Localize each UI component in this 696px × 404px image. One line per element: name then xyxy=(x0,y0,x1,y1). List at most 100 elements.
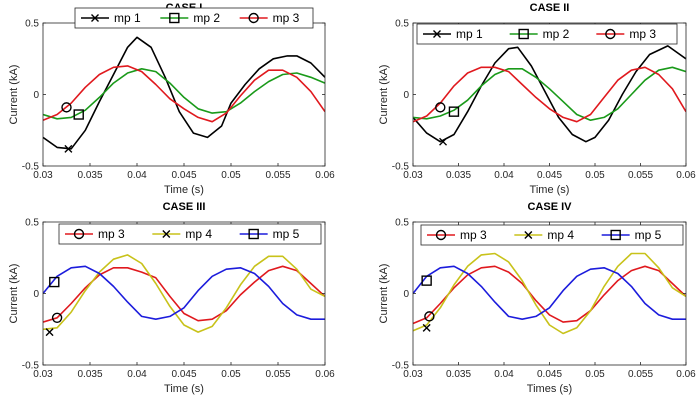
data-marker-mp-2 xyxy=(73,109,84,120)
series-line-mp-1 xyxy=(43,36,325,150)
x-tick-label: 0.05 xyxy=(221,369,241,380)
legend-marker xyxy=(248,12,259,24)
x-axis-label: Times (s) xyxy=(527,383,572,395)
series-line-mp-2 xyxy=(43,68,325,120)
data-marker-mp-3 xyxy=(51,312,63,324)
x-tick-label: 0.06 xyxy=(315,369,335,380)
data-marker-mp-2 xyxy=(448,106,460,117)
plot-area xyxy=(413,222,686,365)
y-axis-label: Current (kA) xyxy=(8,65,20,125)
x-axis-label: Time (s) xyxy=(164,383,204,395)
x-tick-label: 0.035 xyxy=(77,170,102,181)
data-marker-mp-1 xyxy=(439,137,448,146)
legend-marker xyxy=(248,228,259,240)
legend-marker xyxy=(162,230,171,238)
series-line-mp-5 xyxy=(43,265,325,320)
series-line-mp-3 xyxy=(43,65,325,123)
plot-area xyxy=(413,23,686,166)
x-tick-label: 0.06 xyxy=(676,369,696,380)
legend-label: mp 5 xyxy=(635,228,662,242)
x-axis-label: Time (s) xyxy=(164,184,204,196)
legend-marker xyxy=(91,14,99,22)
data-marker-mp-5 xyxy=(421,275,432,286)
chart-title: CASE II xyxy=(530,2,570,14)
data-marker-mp-3 xyxy=(424,311,435,322)
x-tick-label: 0.045 xyxy=(537,170,562,181)
x-tick-label: 0.04 xyxy=(494,369,514,380)
x-tick-label: 0.03 xyxy=(33,170,53,181)
x-tick-label: 0.055 xyxy=(628,369,653,380)
legend-marker xyxy=(610,229,621,241)
data-marker-mp-4 xyxy=(422,323,431,332)
x-tick-label: 0.04 xyxy=(494,170,514,181)
x-axis-label: Time (s) xyxy=(530,184,570,196)
y-tick-label: 0.5 xyxy=(25,218,39,229)
x-tick-label: 0.055 xyxy=(265,369,290,380)
x-tick-label: 0.03 xyxy=(403,369,423,380)
data-marker-mp-3 xyxy=(435,102,446,113)
y-axis-label: Current (kA) xyxy=(378,264,390,324)
legend-marker xyxy=(73,228,85,240)
legend: mp 3 mp 4 mp 5 xyxy=(58,223,322,245)
chart-title: CASE IV xyxy=(527,201,572,213)
series-line-mp-1 xyxy=(413,45,686,143)
y-tick-label: 0 xyxy=(403,289,409,300)
legend-label: mp 4 xyxy=(547,228,574,242)
y-tick-label: 0 xyxy=(33,90,39,101)
y-tick-label: -0.5 xyxy=(392,162,410,173)
plot-area xyxy=(43,23,325,166)
series-line-mp-3 xyxy=(413,66,686,123)
x-tick-label: 0.045 xyxy=(171,170,196,181)
x-tick-label: 0.055 xyxy=(265,170,290,181)
data-marker-mp-3 xyxy=(61,102,72,113)
y-tick-label: 0.5 xyxy=(25,19,39,30)
x-tick-label: 0.035 xyxy=(446,369,471,380)
y-tick-label: 0.5 xyxy=(395,19,409,30)
y-tick-label: 0 xyxy=(403,90,409,101)
legend-label: mp 3 xyxy=(273,11,300,25)
chart-panel-2: 0.03 0.035 0.04 0.045 0.05 0.055 0.06 -0.5 0 0.5 C… xyxy=(378,2,696,196)
legend-marker xyxy=(433,30,441,38)
legend-marker xyxy=(435,229,447,241)
x-tick-label: 0.035 xyxy=(446,170,471,181)
data-marker-mp-1 xyxy=(64,144,73,153)
y-axis-label: Current (kA) xyxy=(8,264,20,324)
legend: mp 1 mp 2 mp 3 xyxy=(74,7,314,29)
series-line-mp-4 xyxy=(43,254,325,333)
y-tick-label: 0.5 xyxy=(395,218,409,229)
y-tick-label: 0 xyxy=(33,289,39,300)
legend-marker xyxy=(169,12,180,24)
legend-label: mp 5 xyxy=(273,227,300,241)
x-tick-label: 0.06 xyxy=(315,170,335,181)
x-tick-label: 0.055 xyxy=(628,170,653,181)
chart-title: CASE III xyxy=(163,201,206,213)
x-tick-label: 0.03 xyxy=(403,170,423,181)
x-tick-label: 0.06 xyxy=(676,170,696,181)
chart-panel-4: 0.03 0.035 0.04 0.045 0.05 0.055 0.06 -0.5 0 0.5 C… xyxy=(378,201,696,395)
legend-marker xyxy=(605,28,616,40)
series-line-mp-3 xyxy=(413,265,686,325)
series-line-mp-4 xyxy=(413,252,686,335)
x-tick-label: 0.03 xyxy=(33,369,53,380)
legend-label: mp 3 xyxy=(460,228,487,242)
x-tick-label: 0.05 xyxy=(221,170,241,181)
data-marker-mp-5 xyxy=(49,276,60,288)
x-tick-label: 0.04 xyxy=(127,369,147,380)
legend-label: mp 1 xyxy=(456,27,483,41)
legend-label: mp 3 xyxy=(629,27,656,41)
legend-label: mp 3 xyxy=(98,227,125,241)
x-tick-label: 0.05 xyxy=(585,369,605,380)
y-tick-label: -0.5 xyxy=(22,361,40,372)
chart-panel-3: 0.03 0.035 0.04 0.045 0.05 0.055 0.06 -0.5 0 0.5 C… xyxy=(8,201,335,395)
x-tick-label: 0.05 xyxy=(585,170,605,181)
data-marker-mp-4 xyxy=(45,328,54,337)
x-tick-label: 0.045 xyxy=(537,369,562,380)
y-axis-label: Current (kA) xyxy=(378,65,390,125)
y-tick-label: -0.5 xyxy=(22,162,40,173)
legend-marker xyxy=(524,231,533,239)
x-tick-label: 0.035 xyxy=(77,369,102,380)
x-tick-label: 0.04 xyxy=(127,170,147,181)
x-tick-label: 0.045 xyxy=(171,369,196,380)
y-tick-label: -0.5 xyxy=(392,361,410,372)
